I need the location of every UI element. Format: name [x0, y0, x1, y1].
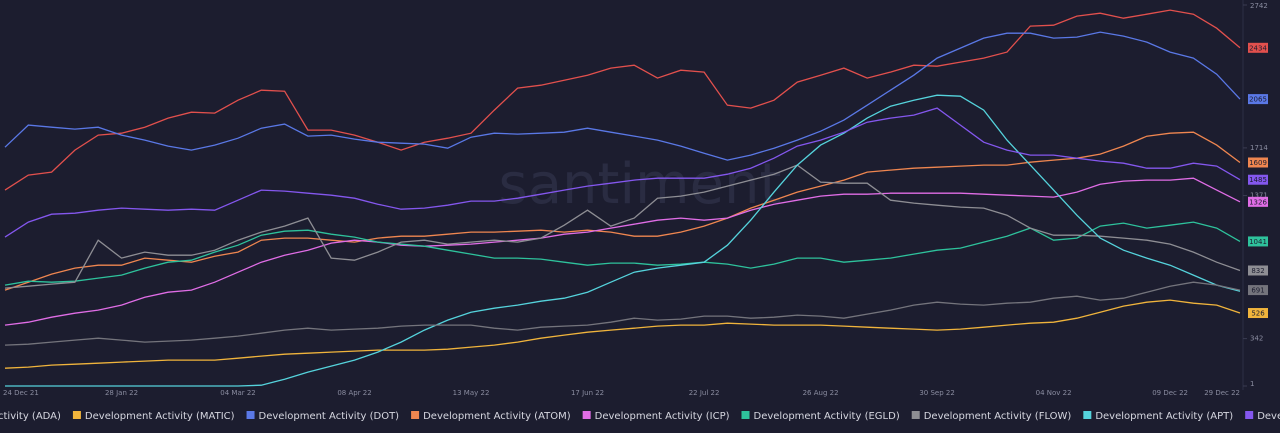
- value-label-box: [1248, 196, 1268, 207]
- legend-label: Development Activity (MATIC): [85, 411, 235, 422]
- series-line: [4, 9, 1241, 191]
- y-tick-label: 2742: [1250, 2, 1268, 10]
- legend-swatch: [411, 411, 420, 419]
- legend-swatch: [246, 411, 255, 419]
- series-line: [4, 131, 1241, 291]
- series-line: [4, 164, 1241, 289]
- value-label: 691: [1251, 287, 1264, 295]
- watermark: santiment: [499, 152, 782, 217]
- x-tick-label: 30 Sep 22: [919, 389, 954, 397]
- legend-label: Development Activity (DOT): [259, 411, 400, 422]
- legend-label: Development Activity (FLOW): [924, 411, 1072, 422]
- value-label: 1326: [1249, 198, 1267, 206]
- legend-label: ctivity (ADA): [0, 411, 61, 422]
- legend-swatch: [72, 411, 81, 419]
- value-label-box: [1248, 308, 1268, 319]
- y-tick-label: 1: [1250, 380, 1254, 388]
- value-label: 2065: [1249, 96, 1267, 104]
- x-tick-label: 09 Dec 22: [1152, 389, 1188, 397]
- legend-swatch: [582, 411, 591, 419]
- value-label-box: [1248, 236, 1268, 247]
- legend-label: Development Activity (ETH): [1257, 411, 1280, 422]
- x-tick-label: 28 Jan 22: [105, 389, 138, 397]
- value-label-box: [1248, 157, 1268, 168]
- series-line: [4, 299, 1241, 369]
- x-tick-label: 29 Dec 22: [1204, 389, 1240, 397]
- value-label: 1609: [1249, 159, 1267, 167]
- x-tick-label: 26 Aug 22: [803, 389, 839, 397]
- value-label: 2434: [1249, 44, 1267, 52]
- x-tick-label: 22 Jul 22: [689, 389, 720, 397]
- series-line: [5, 94, 1241, 387]
- value-label: 832: [1251, 267, 1264, 275]
- y-tick-label: 1371: [1250, 192, 1268, 200]
- y-tick-label: 342: [1250, 335, 1263, 343]
- series-line: [4, 107, 1241, 238]
- x-tick-label: 08 Apr 22: [337, 389, 371, 397]
- x-tick-label: 13 May 22: [453, 389, 490, 397]
- legend-label: Development Activity (EGLD): [754, 411, 900, 422]
- legend-label: Development Activity (ATOM): [423, 411, 571, 422]
- value-label: 526: [1251, 310, 1265, 318]
- legend-swatch: [741, 411, 750, 419]
- value-label-box: [1248, 174, 1268, 185]
- legend-label: Development Activity (ICP): [595, 411, 730, 422]
- legend: ctivity (ADA) Development Activity (MATIC…: [0, 411, 1280, 422]
- series-line: [4, 221, 1241, 286]
- value-label-box: [1248, 94, 1268, 105]
- value-label: 1485: [1249, 176, 1267, 184]
- x-tick-label: 04 Nov 22: [1036, 389, 1072, 397]
- x-tick-label: 24 Dec 21: [3, 389, 39, 397]
- legend-swatch: [911, 411, 920, 419]
- y-tick-label: 1714: [1250, 144, 1268, 152]
- series-line: [4, 31, 1241, 161]
- x-tick-label: 04 Mar 22: [220, 389, 255, 397]
- series-line: [4, 281, 1241, 346]
- legend-swatch: [1245, 411, 1254, 419]
- value-label-box: [1248, 42, 1268, 53]
- legend-swatch: [1083, 411, 1092, 419]
- legend-label: Development Activity (APT): [1095, 411, 1233, 422]
- value-label: 1041: [1249, 238, 1267, 246]
- x-tick-label: 17 Jun 22: [571, 389, 604, 397]
- series-line: [4, 177, 1241, 326]
- value-label-box: [1248, 285, 1268, 296]
- value-label-box: [1248, 265, 1268, 276]
